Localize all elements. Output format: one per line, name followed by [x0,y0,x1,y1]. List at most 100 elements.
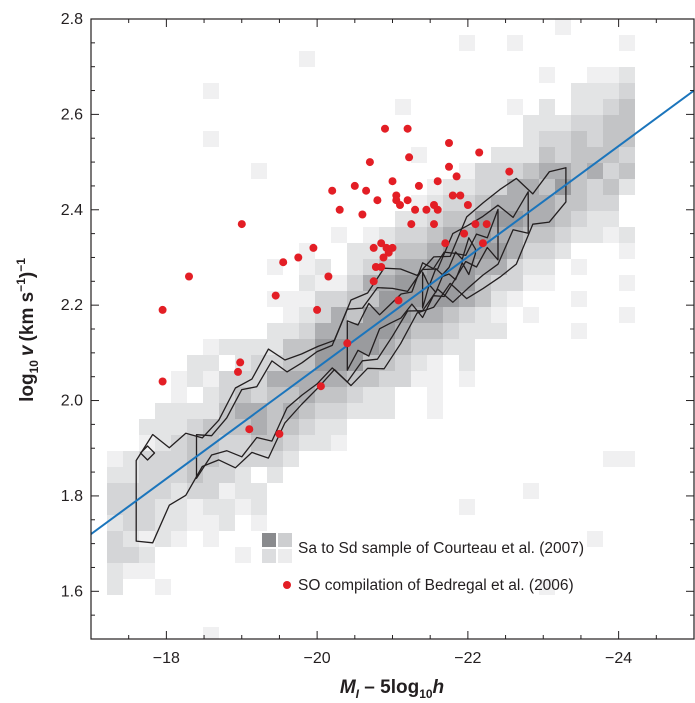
contour-middle [195,191,529,479]
y-tick-label: 2.8 [61,11,83,28]
density-cell [571,195,587,211]
density-cell [443,179,459,195]
density-cell [267,467,283,483]
density-cell [363,403,379,419]
density-cell [331,291,347,307]
density-cell [171,515,187,531]
y-tick-label: 1.6 [61,583,83,600]
density-cell [203,131,219,147]
tick-labels: −18 −20 −22 −24 1.6 1.8 2.0 2.2 2.4 2.6 2.8 [61,11,633,667]
density-cell [555,131,571,147]
y-tick-label: 2.2 [61,297,83,314]
density-cell [283,387,299,403]
density-cell [571,83,587,99]
density-cell [171,403,187,419]
density-cell [219,435,235,451]
density-cell [539,243,555,259]
density-cell [267,323,283,339]
x-tick-label: −24 [605,650,632,667]
x-tick-label: −18 [153,650,180,667]
density-cell [555,243,571,259]
so-galaxy-point [414,181,423,190]
density-cell [203,515,219,531]
density-cell [491,243,507,259]
density-cell [603,67,619,83]
density-cell [587,195,603,211]
density-cell [619,451,635,467]
density-cell [315,323,331,339]
so-galaxy-point [316,382,325,391]
density-cell [107,451,123,467]
density-cell [363,371,379,387]
density-cell [539,259,555,275]
density-cell [427,323,443,339]
density-cell [603,179,619,195]
density-cell [459,323,475,339]
density-cell [411,355,427,371]
density-cell [571,115,587,131]
axis-ticks [90,18,695,640]
density-cell [539,99,555,115]
density-cell [571,323,587,339]
density-cell [283,403,299,419]
density-cell [523,211,539,227]
density-cell [507,275,523,291]
density-cell [491,291,507,307]
density-cell [555,163,571,179]
density-cell [139,547,155,563]
density-cell [555,195,571,211]
density-cell [619,35,635,51]
density-cell [299,403,315,419]
density-cell [555,19,571,35]
density-cell [171,451,187,467]
so-galaxy-point [335,205,344,214]
density-cell [571,227,587,243]
density-cell [251,387,267,403]
density-cell [267,259,283,275]
density-cell [171,467,187,483]
density-cell [427,387,443,403]
density-cell [347,403,363,419]
density-cell [107,547,123,563]
density-cell [123,451,139,467]
density-cell [155,419,171,435]
density-cell [251,339,267,355]
density-cell [411,227,427,243]
density-cell [331,435,347,451]
so-galaxy-point [313,305,322,314]
density-cell [587,211,603,227]
density-cell [107,483,123,499]
density-cell [603,115,619,131]
density-cell [619,243,635,259]
density-cell [587,227,603,243]
legend-square-dark [262,533,276,547]
density-cell [139,499,155,515]
density-cell [603,131,619,147]
so-galaxy-point [358,210,367,219]
density-cell [315,403,331,419]
density-cell [331,387,347,403]
density-cell [587,67,603,83]
density-cell [395,355,411,371]
so-galaxy-point [463,201,472,209]
density-cell [235,547,251,563]
density-cell [571,291,587,307]
density-cell [203,83,219,99]
density-cell [379,371,395,387]
density-cell [443,211,459,227]
so-galaxy-point [237,220,246,229]
density-cell [555,115,571,131]
so-galaxy-point [441,239,450,248]
density-cell [299,387,315,403]
density-cell [507,99,523,115]
density-cell [491,259,507,275]
density-cell [299,355,315,371]
density-cell [187,355,203,371]
density-cell [171,531,187,547]
density-cell [587,179,603,195]
density-cell [299,259,315,275]
density-cell [459,339,475,355]
so-galaxy-point [405,153,414,162]
so-galaxy-point [245,425,254,434]
density-cell [619,99,635,115]
